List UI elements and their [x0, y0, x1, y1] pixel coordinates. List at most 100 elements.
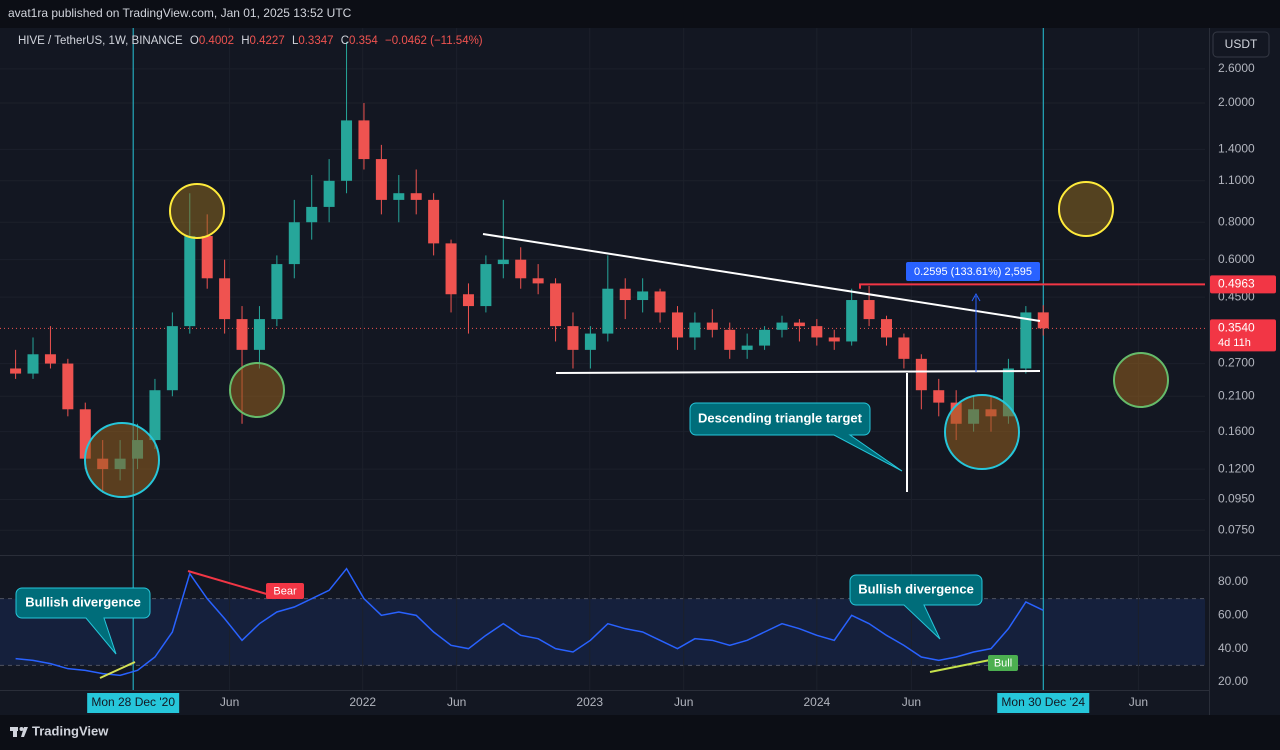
y-tick-label: 0.8000 — [1218, 214, 1255, 228]
y-tick-label: 2.6000 — [1218, 61, 1255, 75]
circle-marker — [944, 394, 1020, 470]
callout-box — [689, 402, 903, 472]
candle-body — [341, 120, 353, 181]
candle-body — [497, 259, 509, 265]
measure-label: 0.2595 (133.61%) 2,595 — [914, 266, 1032, 278]
candle-body — [480, 264, 492, 307]
y-tick-label: 0.1600 — [1218, 424, 1255, 438]
ohlc-key: L — [292, 35, 299, 47]
candle-body — [1037, 312, 1049, 329]
x-tick-label: Jun — [447, 695, 466, 709]
y-tick-label: 0.1200 — [1218, 461, 1255, 475]
candle-body — [393, 193, 405, 200]
candle-body — [306, 206, 318, 223]
candle-body — [1020, 312, 1032, 369]
circle-marker — [1058, 181, 1114, 237]
candle-body — [201, 235, 213, 279]
y-tick-label: 60.00 — [1218, 608, 1248, 622]
candle-body — [149, 390, 161, 441]
candle-body — [793, 322, 805, 327]
rsi-line — [15, 567, 1044, 677]
circle-marker — [169, 183, 225, 239]
currency-label[interactable]: USDT — [1225, 37, 1258, 51]
measure-arrowhead — [971, 292, 981, 302]
ohlc-key: O — [190, 35, 199, 47]
y-tick-label: 2.0000 — [1218, 95, 1255, 109]
candle-body — [10, 368, 22, 374]
tag-text: Bear — [273, 585, 297, 597]
callout-box — [849, 574, 983, 640]
divergence-line — [187, 570, 271, 596]
price-label-box — [1210, 275, 1276, 294]
ohlc-value: 0.354 — [349, 35, 378, 47]
candle-body — [288, 222, 300, 265]
circle-marker — [229, 362, 285, 418]
symbol-title: HIVE / TetherUS, 1W, BINANCE — [18, 35, 183, 47]
candle-body — [619, 288, 631, 301]
candle-body — [515, 259, 527, 279]
tag-box — [266, 583, 304, 599]
circle-marker — [1113, 352, 1169, 408]
x-tick-label: Jun — [674, 695, 693, 709]
candle-body — [358, 120, 370, 160]
candle-body — [584, 333, 596, 350]
x-tick-label: Mon 30 Dec '24 — [1001, 695, 1085, 709]
x-tick-label: Mon 28 Dec '20 — [91, 695, 175, 709]
candle-body — [550, 283, 562, 327]
drawings: Descending triangle target 0.2595 (133.6… — [15, 181, 1169, 679]
candle-body — [637, 291, 649, 301]
y-tick-label: 0.2100 — [1218, 388, 1255, 402]
candle-body — [898, 337, 910, 359]
countdown-label: 4d 11h — [1218, 337, 1251, 349]
y-tick-label: 0.2700 — [1218, 356, 1255, 370]
tag-box — [988, 655, 1018, 671]
price-label-box — [1210, 319, 1276, 352]
callout-text: Bullish divergence — [858, 581, 974, 596]
ohlc-value: 0.4227 — [250, 35, 285, 47]
triangle-upper-line — [482, 233, 1041, 322]
y-tick-label: 1.4000 — [1218, 142, 1255, 156]
header-text: avat1ra published on TradingView.com, Ja… — [8, 6, 352, 20]
candle-body — [1002, 368, 1014, 417]
candle-body — [724, 329, 736, 350]
y-tick-label: 40.00 — [1218, 641, 1248, 655]
change-label: −0.0462 (−11.54%) — [385, 35, 483, 47]
candle-body — [462, 294, 474, 307]
footer-bar — [0, 715, 1280, 750]
candle-body — [166, 326, 178, 391]
x-tick-label: 2024 — [803, 695, 830, 709]
candle-body — [62, 363, 74, 410]
divergence-line — [99, 661, 136, 679]
candle-body — [846, 300, 858, 342]
candle-body — [236, 319, 248, 350]
candle-body — [253, 319, 265, 350]
candle-body — [741, 345, 753, 350]
circle-marker — [84, 422, 160, 498]
price-label: 0.3540 — [1218, 320, 1255, 334]
candle-body — [323, 180, 335, 207]
candle-body — [880, 319, 892, 338]
candle-body — [219, 278, 231, 320]
currency-button[interactable] — [1212, 31, 1270, 58]
price-label: 0.4963 — [1218, 277, 1255, 291]
callout-text: Descending triangle target — [698, 410, 863, 425]
x-tick-label: 2022 — [349, 695, 376, 709]
x-tick-label: Jun — [902, 695, 921, 709]
x-tick-label: 2023 — [576, 695, 603, 709]
ohlc-value: 0.4002 — [199, 35, 234, 47]
callout-box — [15, 587, 151, 655]
candle-body — [933, 390, 945, 403]
tag-text: Bull — [994, 657, 1012, 669]
y-tick-label: 1.1000 — [1218, 173, 1255, 187]
resistance-line — [859, 283, 1205, 289]
candle-body — [671, 312, 683, 338]
candle-body — [532, 278, 544, 284]
plot-area: 2.60002.00001.40001.10000.80000.60000.45… — [0, 28, 1255, 713]
date-marker-box — [87, 693, 180, 713]
y-tick-label: 80.00 — [1218, 574, 1248, 588]
candle-body — [654, 291, 666, 313]
candle-body — [410, 193, 422, 200]
y-tick-label: 20.00 — [1218, 674, 1248, 688]
